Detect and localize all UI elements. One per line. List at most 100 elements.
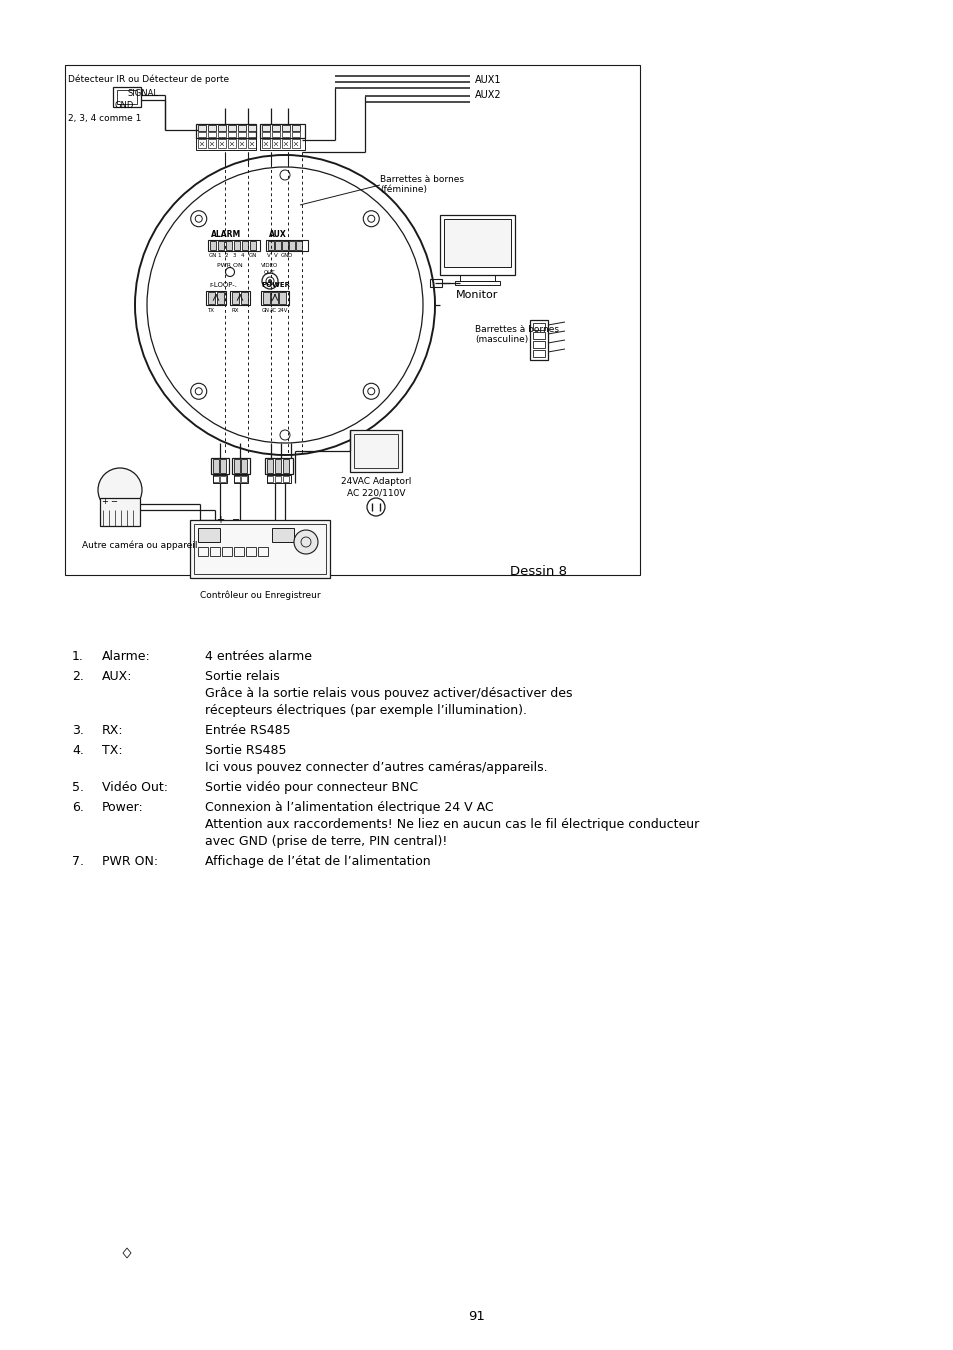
Text: 6.: 6. (71, 801, 84, 814)
Bar (233, 459, 240, 472)
Bar (228, 132, 235, 136)
Text: 2, 3, 4 comme 1: 2, 3, 4 comme 1 (68, 113, 141, 123)
Text: Grâce à la sortie relais vous pouvez activer/désactiver des: Grâce à la sortie relais vous pouvez act… (205, 687, 572, 701)
Bar (233, 477, 240, 482)
Text: Contrôleur ou Enregistreur: Contrôleur ou Enregistreur (199, 590, 320, 599)
Bar (278, 292, 286, 304)
Text: 2: 2 (225, 252, 229, 258)
Text: Sortie relais: Sortie relais (205, 670, 279, 683)
Bar (274, 242, 281, 250)
Bar (232, 292, 239, 304)
Text: RX: RX (231, 308, 238, 313)
Bar (533, 350, 544, 356)
Text: TX: TX (208, 308, 214, 313)
Bar (213, 475, 227, 483)
Bar (271, 292, 277, 304)
Text: +: + (101, 497, 108, 506)
Bar (248, 126, 255, 131)
Bar (198, 528, 220, 541)
Bar (267, 459, 273, 472)
Bar (272, 132, 280, 136)
Text: OUT: OUT (264, 270, 275, 275)
Bar (267, 477, 273, 482)
Text: ALARM: ALARM (211, 230, 241, 239)
Text: GND: GND (115, 101, 134, 109)
Bar (257, 547, 268, 556)
Bar (260, 124, 305, 138)
Bar (233, 242, 240, 250)
Text: 4: 4 (241, 252, 244, 258)
Bar (282, 242, 288, 250)
Bar (250, 242, 255, 250)
Bar (272, 126, 280, 131)
Text: −: − (232, 514, 240, 525)
Bar (266, 240, 308, 251)
Bar (218, 132, 226, 136)
Bar (198, 139, 206, 148)
Bar (198, 132, 206, 136)
Text: VIDEO: VIDEO (261, 263, 278, 269)
Text: POWER: POWER (261, 282, 290, 288)
Text: Connexion à l’alimentation électrique 24 V AC: Connexion à l’alimentation électrique 24… (205, 801, 493, 814)
Bar (206, 292, 226, 305)
Text: 2.: 2. (71, 670, 84, 683)
Bar (241, 459, 247, 472)
Text: 3: 3 (233, 252, 236, 258)
Bar (222, 547, 232, 556)
Bar (208, 240, 260, 251)
Bar (267, 475, 291, 483)
Bar (248, 132, 255, 136)
Bar (195, 138, 255, 150)
Text: Ici vous pouvez connecter d’autres caméras/appareils.: Ici vous pouvez connecter d’autres camér… (205, 761, 547, 774)
Text: 24V: 24V (277, 308, 288, 313)
Bar (210, 242, 215, 250)
Bar (282, 139, 290, 148)
Bar (246, 547, 255, 556)
Text: 5.: 5. (71, 782, 84, 794)
Text: avec GND (prise de terre, PIN central)!: avec GND (prise de terre, PIN central)! (205, 836, 447, 848)
Text: Dessin 8: Dessin 8 (510, 566, 566, 578)
Bar (112, 86, 141, 107)
Bar (193, 524, 326, 574)
Text: SIGNAL: SIGNAL (128, 89, 159, 99)
Bar (272, 139, 280, 148)
Bar (237, 139, 246, 148)
Bar (268, 242, 274, 250)
Bar (282, 132, 290, 136)
Bar (283, 459, 289, 472)
Text: AUX:: AUX: (102, 670, 132, 683)
Bar (213, 459, 219, 472)
Text: Sortie vidéo pour connecteur BNC: Sortie vidéo pour connecteur BNC (205, 782, 417, 794)
Text: GN: GN (249, 252, 257, 258)
Text: GN: GN (262, 308, 270, 313)
Bar (282, 126, 290, 131)
Bar (241, 477, 247, 482)
Bar (208, 132, 215, 136)
Bar (443, 219, 511, 267)
Circle shape (98, 468, 142, 512)
Bar (459, 275, 495, 281)
Bar (218, 126, 226, 131)
Bar (218, 139, 226, 148)
Text: AUX2: AUX2 (475, 90, 501, 100)
Text: 1.: 1. (71, 649, 84, 663)
Text: 24VAC Adaptorl: 24VAC Adaptorl (340, 477, 411, 486)
Bar (533, 323, 544, 329)
Text: AC: AC (270, 308, 276, 313)
Bar (237, 132, 246, 136)
Circle shape (268, 279, 272, 282)
Bar (354, 433, 397, 468)
Text: TX:: TX: (102, 744, 123, 757)
Bar (208, 126, 215, 131)
Bar (228, 139, 235, 148)
Bar (190, 520, 330, 578)
Text: PWR ON: PWR ON (217, 263, 243, 269)
Text: 91: 91 (468, 1310, 485, 1323)
Text: GN: GN (209, 252, 217, 258)
Text: Monitor: Monitor (456, 290, 497, 300)
Bar (260, 138, 305, 150)
Text: RX:: RX: (102, 724, 124, 737)
Text: 1: 1 (216, 252, 220, 258)
Bar (262, 126, 270, 131)
Text: V: V (267, 252, 271, 258)
